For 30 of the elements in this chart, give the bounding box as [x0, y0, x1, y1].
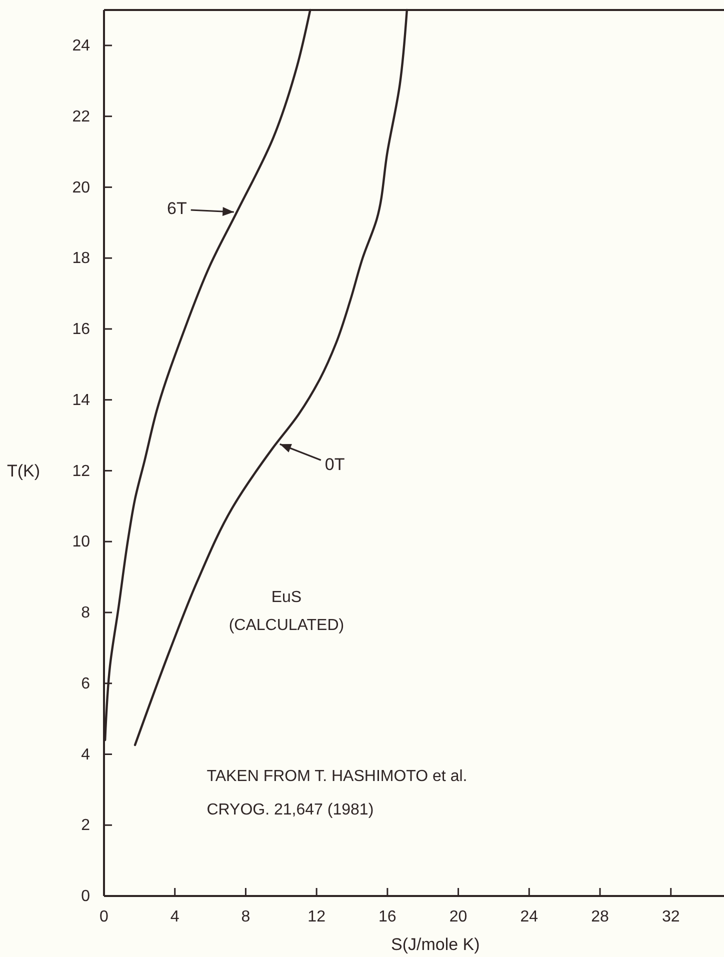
x-tick-label: 24 — [520, 908, 538, 926]
x-tick-label: 28 — [591, 908, 609, 926]
y-tick-label: 4 — [81, 746, 90, 764]
y-tick-label: 24 — [72, 38, 90, 55]
y-tick-label: 22 — [72, 108, 90, 126]
annotation: 0T — [324, 455, 345, 474]
y-tick-label: 14 — [72, 392, 90, 409]
x-tick-label: 16 — [378, 908, 396, 926]
x-tick-label: 32 — [662, 908, 680, 926]
y-tick-label: 20 — [72, 179, 90, 196]
annotation: 6T — [167, 199, 187, 218]
y-tick-label: 10 — [72, 534, 90, 551]
x-tick-label: 8 — [241, 908, 250, 926]
y-tick-label: 0 — [81, 888, 90, 906]
y-tick-label: 16 — [72, 321, 90, 338]
y-tick-label: 6 — [81, 675, 90, 692]
x-tick-label: 12 — [308, 908, 326, 926]
x-tick-label: 0 — [100, 908, 109, 926]
y-tick-label: 8 — [81, 604, 90, 622]
x-axis-title: S(J/mole K) — [391, 935, 480, 954]
y-tick-label: 2 — [81, 817, 90, 834]
annotation: TAKEN FROM T. HASHIMOTO et al. — [206, 768, 468, 785]
annotation: (CALCULATED) — [228, 617, 344, 634]
y-axis-title: T(K) — [6, 462, 40, 481]
x-tick-label: 20 — [449, 908, 468, 926]
annotation: EuS — [271, 588, 302, 606]
annotation: CRYOG. 21,647 (1981) — [206, 801, 374, 818]
x-tick-label: 4 — [170, 908, 180, 926]
y-tick-label: 18 — [72, 250, 90, 268]
y-tick-label: 12 — [72, 462, 90, 480]
